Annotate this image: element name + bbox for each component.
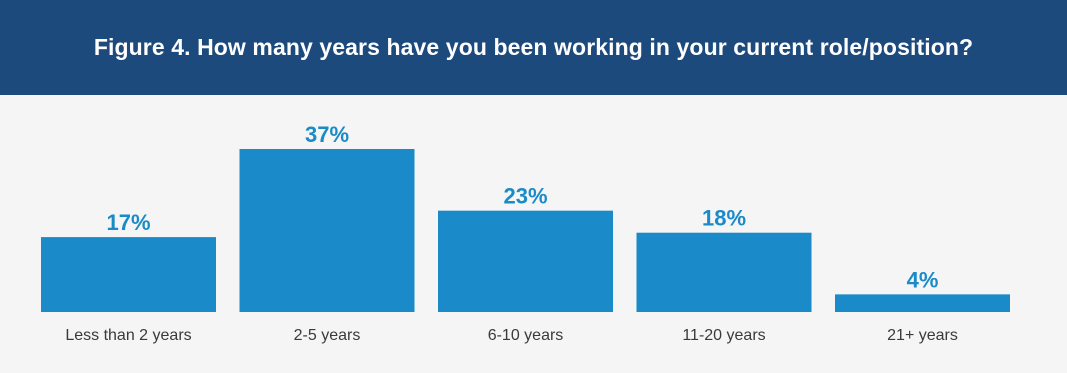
chart-header: Figure 4. How many years have you been w… bbox=[0, 0, 1067, 95]
bar-4 bbox=[835, 294, 1010, 312]
value-label-2: 23% bbox=[503, 184, 547, 209]
category-label-2: 6-10 years bbox=[488, 327, 564, 344]
category-label-0: Less than 2 years bbox=[65, 327, 191, 344]
bar-1 bbox=[239, 149, 415, 312]
bar-3 bbox=[636, 232, 812, 312]
value-label-4: 4% bbox=[907, 267, 939, 292]
value-label-3: 18% bbox=[702, 206, 746, 231]
value-label-1: 37% bbox=[305, 122, 349, 147]
category-label-1: 2-5 years bbox=[294, 327, 361, 344]
bar-0 bbox=[41, 237, 216, 312]
value-label-0: 17% bbox=[106, 210, 150, 235]
category-label-4: 21+ years bbox=[887, 327, 958, 344]
bar-2 bbox=[438, 210, 613, 312]
chart-title: Figure 4. How many years have you been w… bbox=[93, 34, 974, 60]
category-label-3: 11-20 years bbox=[682, 327, 765, 344]
